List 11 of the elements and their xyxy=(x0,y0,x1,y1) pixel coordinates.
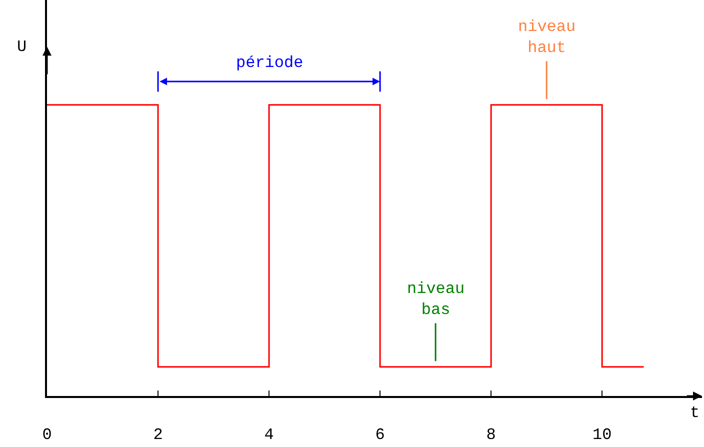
x-tick-label: 10 xyxy=(592,426,612,444)
x-tick-label: 4 xyxy=(264,426,274,444)
annotation: niveau bas xyxy=(407,280,465,319)
text: niveau haut xyxy=(518,18,576,57)
y-axis-title: U xyxy=(17,38,27,56)
x-axis-title: t xyxy=(690,404,700,422)
x-tick-label: 2 xyxy=(153,426,163,444)
x-tick-label: 0 xyxy=(42,426,52,444)
x-tick-label: 6 xyxy=(375,426,385,444)
x-tick-label: 8 xyxy=(486,426,496,444)
text: période xyxy=(236,54,304,72)
